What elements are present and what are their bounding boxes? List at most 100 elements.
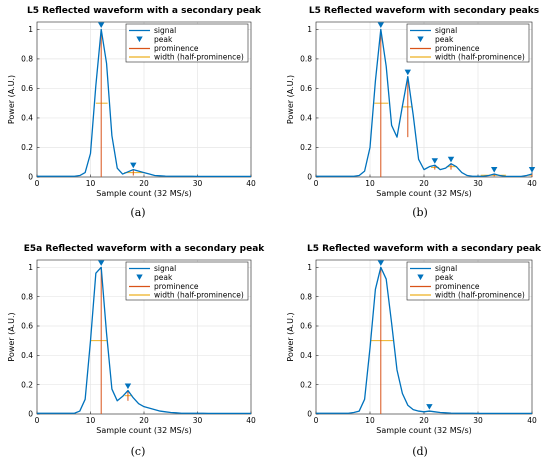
chart-title: L5 Reflected waveform with a secondary p… xyxy=(27,6,262,16)
y-tick-label: 0.2 xyxy=(21,380,33,389)
y-tick-label: 0.4 xyxy=(21,114,33,123)
x-tick-label: 30 xyxy=(473,416,483,425)
legend-swatch-peak xyxy=(417,36,424,43)
x-tick-label: 20 xyxy=(139,179,149,188)
legend-label: width (half-prominence) xyxy=(154,53,244,62)
y-tick-label: 1 xyxy=(307,263,312,272)
x-tick-label: 40 xyxy=(246,179,256,188)
peak-marker xyxy=(431,158,438,164)
x-tick-label: 30 xyxy=(193,179,203,188)
y-tick-label: 0.8 xyxy=(300,292,312,301)
chart-title: L5 Reflected waveform with secondary pea… xyxy=(309,6,539,16)
x-axis-label: Sample count (32 MS/s) xyxy=(96,426,191,435)
y-tick-label: 0.2 xyxy=(300,380,312,389)
chart-panel-a: 0 10 20 30 40 0 0.2 0.4 0.6 0.8 1 L5 Reflected wave… xyxy=(7,6,262,219)
x-tick-label: 40 xyxy=(527,179,537,188)
y-tick-label: 0.6 xyxy=(300,322,312,331)
x-axis-label: Sample count (32 MS/s) xyxy=(376,426,471,435)
y-tick-label: 0.4 xyxy=(300,351,312,360)
legend-label: signal xyxy=(435,26,457,35)
signal-line xyxy=(316,28,533,178)
signal-line xyxy=(316,266,532,415)
peak-marker xyxy=(404,69,411,76)
legend-label: peak xyxy=(435,35,454,44)
y-axis-label: Power (A.U.) xyxy=(286,75,295,124)
peak-marker xyxy=(447,156,455,163)
legend-label: prominence xyxy=(435,44,480,53)
x-tick-label: 40 xyxy=(527,416,537,425)
y-tick-label: 1 xyxy=(28,263,33,272)
signal-line xyxy=(37,28,251,178)
x-tick-label: 0 xyxy=(35,179,40,188)
y-tick-label: 0 xyxy=(307,410,312,419)
legend-label: signal xyxy=(154,26,176,35)
peak-marker xyxy=(98,260,105,266)
legend-label: prominence xyxy=(154,282,199,291)
y-tick-label: 0.4 xyxy=(300,114,312,123)
peak-marker xyxy=(124,383,132,390)
x-tick-label: 0 xyxy=(314,416,319,425)
x-tick-label: 20 xyxy=(419,416,429,425)
peak-marker xyxy=(528,167,536,173)
x-tick-label: 10 xyxy=(86,179,96,188)
signal-line xyxy=(37,266,251,415)
y-axis-label: Power (A.U.) xyxy=(7,75,16,124)
legend-label: width (half-prominence) xyxy=(435,53,525,62)
peak-marker xyxy=(426,404,433,410)
legend-label: peak xyxy=(154,273,173,282)
x-tick-label: 20 xyxy=(139,416,149,425)
y-tick-label: 0.6 xyxy=(300,84,312,93)
peak-marker xyxy=(377,22,384,28)
panel-caption: (a) xyxy=(130,206,145,219)
y-tick-label: 0.4 xyxy=(21,351,33,360)
legend-swatch-peak xyxy=(417,274,424,281)
legend-swatch-peak xyxy=(136,36,143,43)
chart-panel-c: 0 10 20 30 40 0 0.2 0.4 0.6 0.8 1 E5a Reflected wav… xyxy=(7,244,265,458)
legend-swatch-peak xyxy=(136,274,143,281)
x-axis-label: Sample count (32 MS/s) xyxy=(96,189,191,198)
y-tick-label: 0.8 xyxy=(21,292,33,301)
x-tick-label: 40 xyxy=(246,416,256,425)
y-tick-label: 0 xyxy=(28,410,33,419)
axes-frame xyxy=(36,21,252,178)
legend-label: prominence xyxy=(435,282,480,291)
y-tick-label: 0 xyxy=(307,173,312,182)
y-tick-label: 1 xyxy=(307,25,312,34)
axes-frame xyxy=(36,259,252,415)
y-tick-label: 0.2 xyxy=(21,143,33,152)
x-tick-label: 10 xyxy=(86,416,96,425)
y-tick-label: 1 xyxy=(28,25,33,34)
peak-marker xyxy=(130,162,137,169)
axes-frame xyxy=(315,259,533,415)
x-tick-label: 30 xyxy=(473,179,483,188)
peak-marker xyxy=(98,22,105,28)
legend-label: width (half-prominence) xyxy=(435,291,525,300)
panel-caption: (b) xyxy=(412,206,428,219)
y-tick-label: 0.6 xyxy=(21,322,33,331)
x-tick-label: 30 xyxy=(193,416,203,425)
chart-panel-b: 0 10 20 30 40 0 0.2 0.4 0.6 0.8 1 L5 Reflected wave… xyxy=(286,6,539,219)
chart-title: E5a Reflected waveform with a secondary … xyxy=(24,244,266,254)
y-axis-label: Power (A.U.) xyxy=(7,312,16,361)
axes-frame xyxy=(315,21,533,178)
chart-panel-d: 0 10 20 30 40 0 0.2 0.4 0.6 0.8 1 L5 Reflected wave… xyxy=(286,244,542,458)
peak-marker xyxy=(491,167,498,173)
y-tick-label: 0.8 xyxy=(300,55,312,64)
x-tick-label: 10 xyxy=(365,416,375,425)
y-axis-label: Power (A.U.) xyxy=(286,312,295,361)
legend-label: signal xyxy=(154,264,176,273)
y-tick-label: 0.8 xyxy=(21,55,33,64)
legend-label: signal xyxy=(435,264,457,273)
x-tick-label: 20 xyxy=(419,179,429,188)
x-axis-label: Sample count (32 MS/s) xyxy=(376,189,471,198)
y-tick-label: 0.2 xyxy=(300,143,312,152)
y-tick-label: 0.6 xyxy=(21,84,33,93)
panel-caption: (d) xyxy=(412,445,428,458)
chart-title: L5 Reflected waveform with a secondary p… xyxy=(307,244,542,254)
legend-label: prominence xyxy=(154,44,199,53)
